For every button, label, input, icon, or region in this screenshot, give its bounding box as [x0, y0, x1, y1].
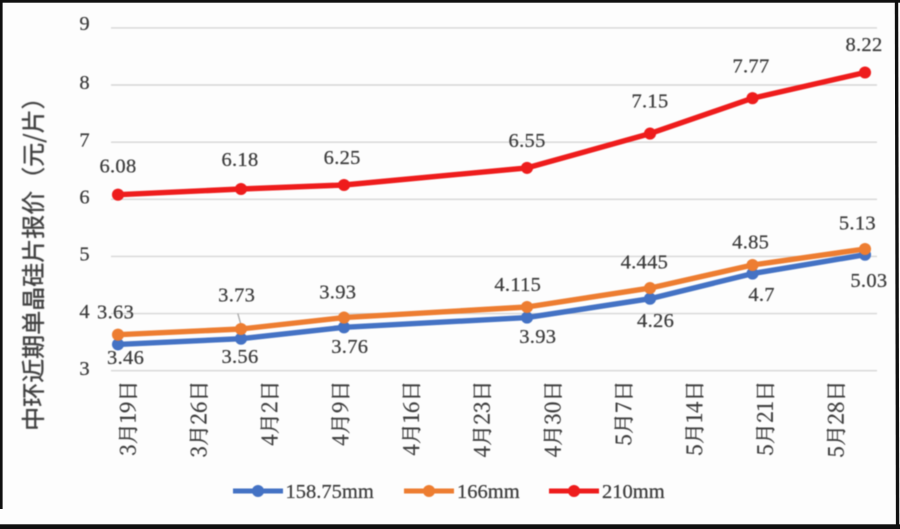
- svg-text:5.13: 5.13: [839, 213, 876, 235]
- svg-text:3.73: 3.73: [218, 285, 255, 307]
- svg-text:4: 4: [79, 301, 89, 323]
- svg-text:3.63: 3.63: [97, 301, 134, 323]
- svg-text:4.26: 4.26: [637, 310, 674, 332]
- svg-text:3.93: 3.93: [319, 281, 356, 303]
- svg-text:8.22: 8.22: [845, 34, 882, 56]
- svg-text:158.75mm: 158.75mm: [286, 481, 374, 503]
- svg-text:7.15: 7.15: [631, 91, 668, 113]
- svg-text:3.56: 3.56: [221, 346, 258, 368]
- svg-text:5.03: 5.03: [850, 270, 887, 292]
- svg-text:4.115: 4.115: [494, 274, 541, 296]
- svg-text:6: 6: [79, 187, 89, 209]
- svg-text:4.85: 4.85: [732, 231, 769, 253]
- svg-text:7.77: 7.77: [732, 56, 769, 78]
- svg-text:4.7: 4.7: [748, 284, 775, 306]
- svg-text:8: 8: [79, 72, 89, 94]
- svg-text:3: 3: [79, 358, 89, 380]
- svg-text:6.08: 6.08: [99, 155, 136, 177]
- svg-text:6.55: 6.55: [509, 130, 546, 152]
- svg-text:3.76: 3.76: [331, 336, 368, 358]
- svg-text:4.445: 4.445: [621, 252, 669, 274]
- svg-text:210mm: 210mm: [602, 481, 665, 503]
- svg-text:9: 9: [79, 13, 89, 35]
- svg-text:7: 7: [79, 129, 89, 151]
- svg-text:5: 5: [79, 244, 89, 266]
- svg-text:6.25: 6.25: [324, 147, 361, 169]
- svg-text:6.18: 6.18: [221, 149, 258, 171]
- svg-text:3.46: 3.46: [107, 347, 144, 369]
- svg-text:166mm: 166mm: [457, 481, 520, 503]
- svg-text:3.93: 3.93: [519, 326, 556, 348]
